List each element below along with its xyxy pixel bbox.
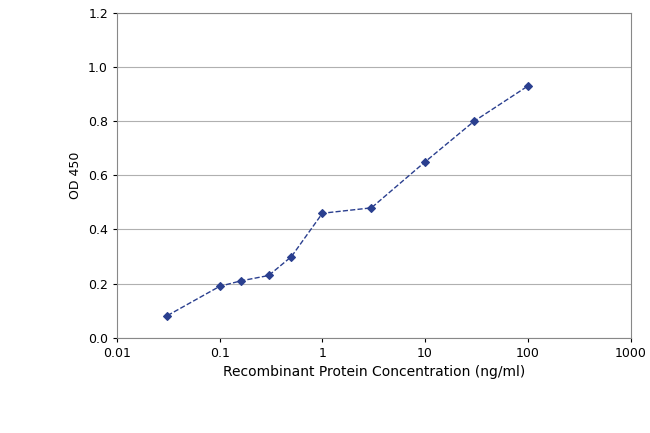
Y-axis label: OD 450: OD 450	[70, 152, 83, 199]
X-axis label: Recombinant Protein Concentration (ng/ml): Recombinant Protein Concentration (ng/ml…	[222, 365, 525, 379]
